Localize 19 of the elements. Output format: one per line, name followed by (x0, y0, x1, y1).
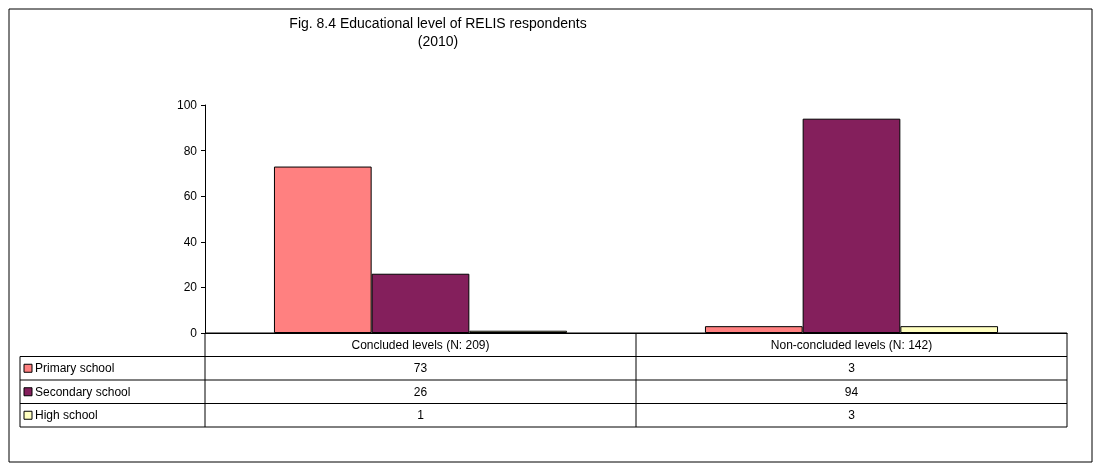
y-tick-label: 100 (176, 98, 198, 112)
data-label: 3 (848, 408, 856, 423)
chart-subtitle: (2010) (417, 33, 459, 49)
x-tick-label: Concluded levels (N: 209) (351, 337, 490, 352)
legend-label: High school (35, 408, 98, 423)
y-tick-label: 80 (183, 143, 198, 158)
legend-label: Primary school (35, 361, 115, 376)
data-label: 1 (417, 408, 425, 423)
data-label: 3 (848, 361, 856, 376)
legend-label: Secondary school (35, 384, 131, 399)
x-tick-label: Non-concluded levels (N: 142) (770, 337, 933, 352)
chart-title: Fig. 8.4 Educational level of RELIS respondents (289, 15, 587, 31)
y-tick-label: 40 (183, 234, 198, 249)
y-tick-label: 60 (183, 189, 198, 204)
y-tick-label: 0 (190, 326, 198, 340)
y-tick-label: 20 (183, 280, 198, 295)
data-label: 94 (844, 384, 859, 399)
data-label: 73 (413, 361, 428, 376)
data-label: 26 (413, 384, 428, 399)
